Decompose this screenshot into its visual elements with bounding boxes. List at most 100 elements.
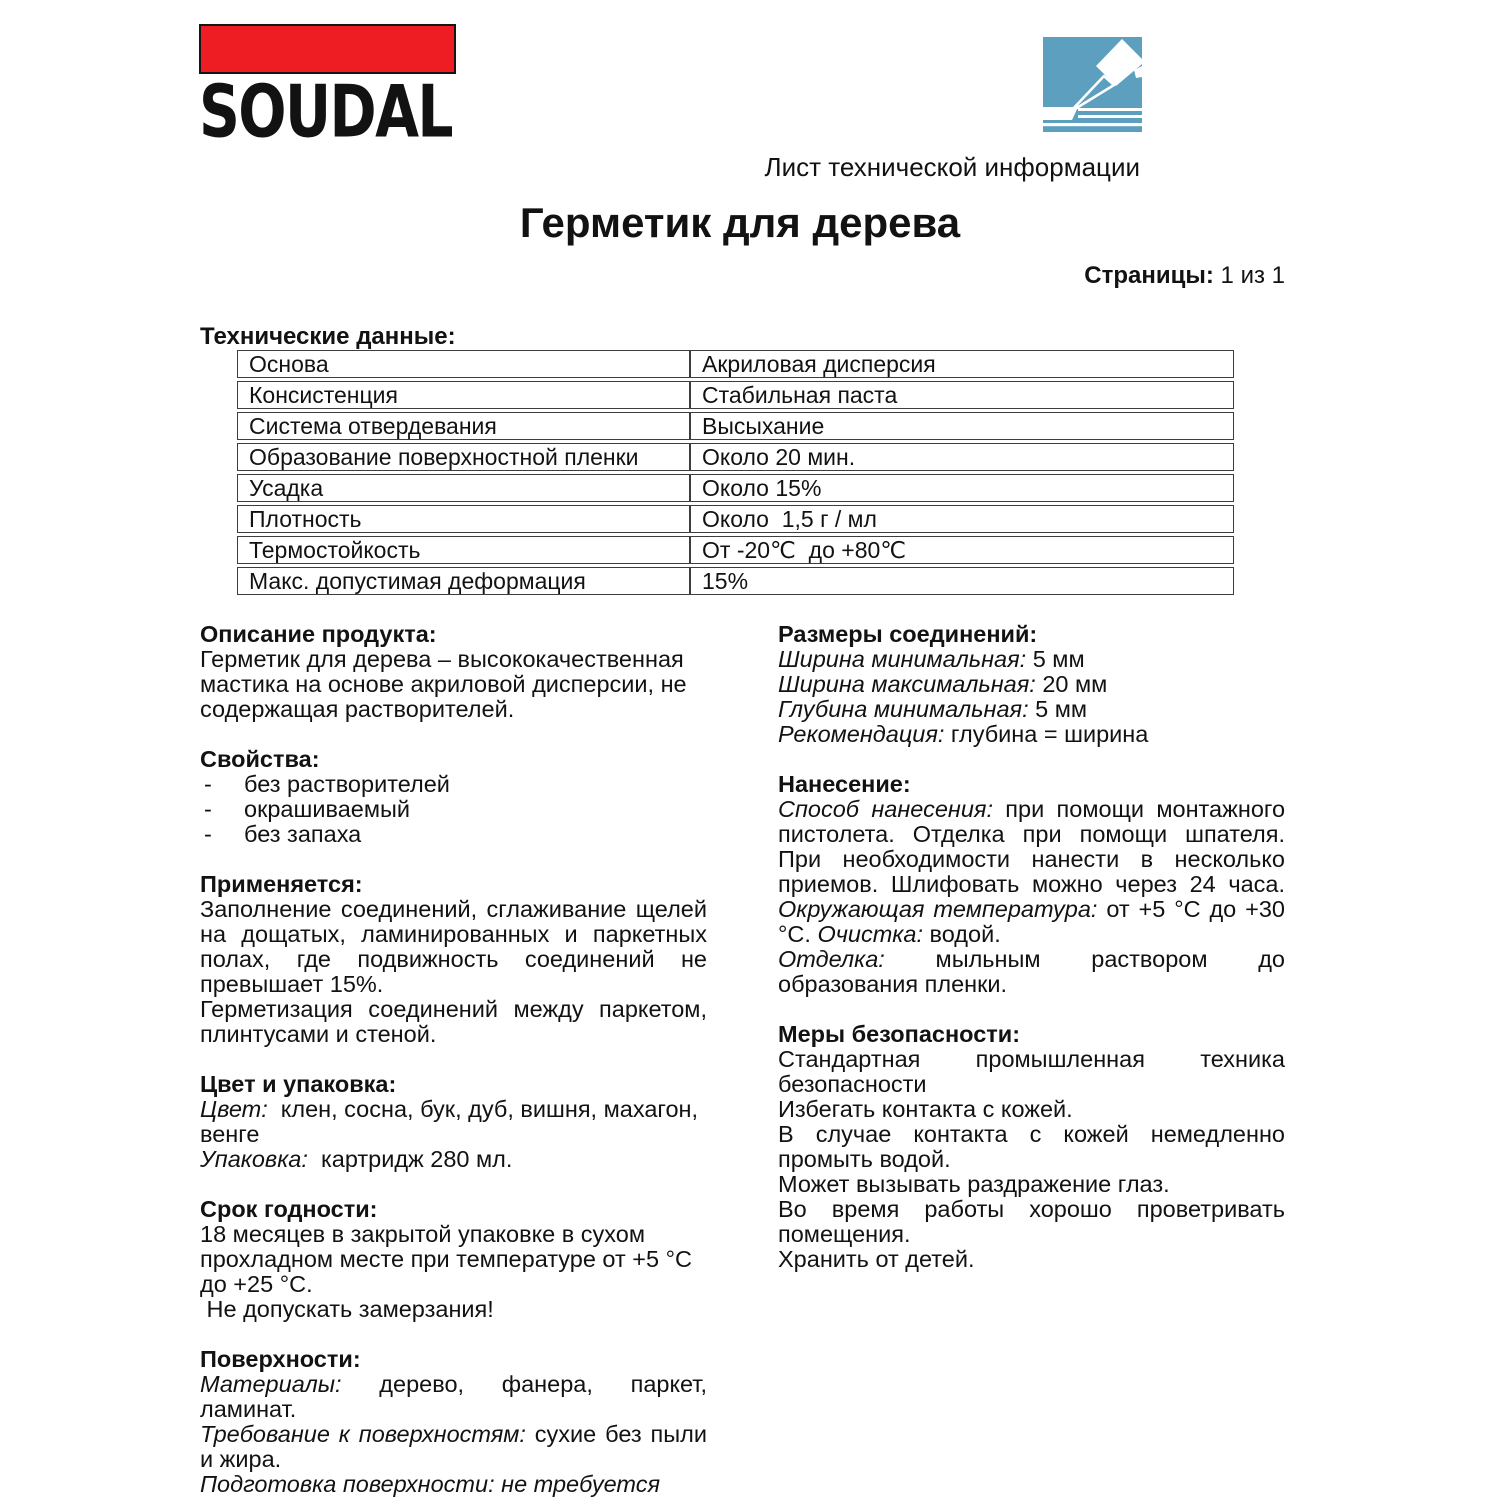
pages-line: Страницы: 1 из 1	[0, 261, 1285, 291]
text-run: Ширина максимальная:	[778, 671, 1036, 697]
table-cell-key: Система отвердевания	[237, 412, 690, 440]
table-cell-value: 15%	[690, 567, 1234, 595]
text-run: Во время работы хорошо проветривать поме…	[778, 1196, 1285, 1247]
text-run: Очистка:	[817, 921, 923, 947]
text-run: Цвет:	[200, 1096, 268, 1122]
paragraph: Способ нанесения: при помощи монтажного …	[778, 797, 1285, 947]
section: Применяется: Заполнение соединений, сглаж…	[200, 872, 707, 1047]
section: Описание продукта: Герметик для дерева – …	[200, 622, 707, 722]
doc-type-label: Лист технической информации	[764, 152, 1140, 182]
paragraph: Рекомендация: глубина = ширина	[778, 722, 1285, 747]
gun-nozzle	[1068, 74, 1116, 114]
text-run: картридж 280 мл.	[307, 1146, 513, 1172]
logo-red-bar	[199, 24, 456, 74]
dash-item: окрашиваемый	[200, 796, 707, 823]
soudal-logo: SOUDAL	[199, 24, 457, 154]
paragraph: Стандартная промышленная техника безопас…	[778, 1047, 1285, 1097]
section: Меры безопасности: Стандартная промышленн…	[778, 1022, 1285, 1272]
table-row: Усадка Около 15%	[237, 474, 1234, 502]
table-cell-key: Усадка	[237, 474, 690, 502]
section-heading: Цвет и упаковка:	[200, 1071, 397, 1097]
tech-data-table-body: Основа Акриловая дисперсия Консистенция Ста…	[237, 350, 1234, 595]
section-heading: Поверхности:	[200, 1346, 361, 1372]
text-run: окрашиваемый	[244, 796, 411, 822]
text-run: Способ нанесения:	[778, 796, 993, 822]
section-heading: Нанесение:	[778, 771, 911, 797]
text-run: Избегать контакта с кожей.	[778, 1096, 1073, 1122]
section-heading: Описание продукта:	[200, 621, 437, 647]
text-run: Материалы:	[200, 1371, 342, 1397]
table-row: Консистенция Стабильная паста	[237, 381, 1234, 409]
text-run: Отделка:	[778, 946, 885, 972]
paragraph: Герметик для дерева – высококачественная…	[200, 647, 707, 722]
paragraph: Ширина минимальная: 5 мм	[778, 647, 1285, 672]
paragraph: Материалы: дерево, фанера, паркет, ламин…	[200, 1372, 707, 1422]
paragraph: 18 месяцев в закрытой упаковке в сухом п…	[200, 1222, 707, 1297]
section: Срок годности: 18 месяцев в закрытой упак…	[200, 1197, 707, 1322]
groove-line-bottom	[1078, 115, 1142, 118]
paragraph: Во время работы хорошо проветривать поме…	[778, 1197, 1285, 1247]
text-run: Упаковка:	[200, 1146, 308, 1172]
table-cell-key: Термостойкость	[237, 536, 690, 564]
text-run: при помощи монтажного пистолета. Отделка…	[778, 796, 1286, 897]
text-run: Глубина минимальная:	[778, 696, 1029, 722]
text-run: водой.	[922, 921, 1001, 947]
pages-value: 1 из 1	[1213, 262, 1285, 289]
paragraph: Может вызывать раздражение глаз.	[778, 1172, 1285, 1197]
paragraph: Не допускать замерзания!	[200, 1297, 707, 1322]
section-heading: Свойства:	[200, 746, 320, 772]
text-run: клен, сосна, бук, дуб, вишня, махагон, в…	[200, 1096, 699, 1147]
table-cell-key: Консистенция	[237, 381, 690, 409]
table-row: Образование поверхностной пленки Около 20…	[237, 443, 1234, 471]
logo-text: SOUDAL	[199, 69, 454, 154]
section-heading: Применяется:	[200, 871, 363, 897]
text-run: Подготовка поверхности: не требуется	[200, 1471, 660, 1497]
text-run: Требование к поверхностям:	[200, 1421, 526, 1447]
paragraph: Цвет: клен, сосна, бук, дуб, вишня, маха…	[200, 1097, 707, 1147]
text-run: дерево, фанера, паркет, ламинат.	[200, 1371, 707, 1422]
text-run: без запаха	[244, 821, 362, 847]
section: Поверхности: Материалы: дерево, фанера, п…	[200, 1347, 707, 1497]
paragraph: Заполнение соединений, сглаживание щелей…	[200, 897, 707, 997]
table-row: Основа Акриловая дисперсия	[237, 350, 1234, 378]
tech-data-heading: Технические данные:	[200, 323, 456, 350]
table-row: Макс. допустимая деформация 15%	[237, 567, 1234, 595]
table-row: Система отвердевания Высыхание	[237, 412, 1234, 440]
gun-body	[1096, 39, 1142, 86]
text-run: без растворителей	[244, 771, 450, 797]
groove-line-top	[1078, 108, 1142, 111]
paragraph: В случае контакта с кожей немедленно про…	[778, 1122, 1285, 1172]
text-run: Окружающая температура:	[778, 896, 1098, 922]
paragraph: Избегать контакта с кожей.	[778, 1097, 1285, 1122]
text-run: Стандартная промышленная техника безопас…	[778, 1046, 1285, 1097]
table-cell-value: Акриловая дисперсия	[690, 350, 1234, 378]
paragraph: Ширина максимальная: 20 мм	[778, 672, 1285, 697]
section: Цвет и упаковка: Цвет: клен, сосна, бук, …	[200, 1072, 707, 1172]
paragraph: Упаковка: картридж 280 мл.	[200, 1147, 707, 1172]
table-cell-value: Около 20 мин.	[690, 443, 1234, 471]
text-run: Заполнение соединений, сглаживание щелей…	[200, 896, 707, 997]
text-run: мыльным раствором до образования пленки.	[778, 946, 1285, 997]
sealant-gun-icon	[1043, 37, 1142, 132]
text-run: Рекомендация:	[778, 721, 945, 747]
table-cell-value: Стабильная паста	[690, 381, 1234, 409]
table-cell-key: Образование поверхностной пленки	[237, 443, 690, 471]
right-column: Размеры соединений: Ширина минимальная: 5…	[778, 622, 1285, 1272]
table-cell-key: Основа	[237, 350, 690, 378]
table-cell-value: От -20℃ до +80℃	[690, 536, 1234, 564]
gun-notch	[1134, 66, 1142, 78]
section: Размеры соединений: Ширина минимальная: 5…	[778, 622, 1285, 747]
surface-line	[1043, 123, 1142, 127]
dash-item: без растворителей	[200, 771, 707, 798]
table-row: Плотность Около 1,5 г / мл	[237, 505, 1234, 533]
text-run: Может вызывать раздражение глаз.	[778, 1171, 1170, 1197]
text-run: сухие без пыли и жира.	[200, 1421, 707, 1472]
paragraph: Глубина минимальная: 5 мм	[778, 697, 1285, 722]
table-cell-value: Около 15%	[690, 474, 1234, 502]
table-cell-key: Макс. допустимая деформация	[237, 567, 690, 595]
section: Свойства:без растворителейокрашиваемыйбе…	[200, 746, 707, 848]
paragraph: Герметизация соединений между паркетом, …	[200, 997, 707, 1047]
paragraph: Отделка: мыльным раствором до образовани…	[778, 947, 1285, 997]
text-run: 20 мм	[1035, 671, 1108, 697]
